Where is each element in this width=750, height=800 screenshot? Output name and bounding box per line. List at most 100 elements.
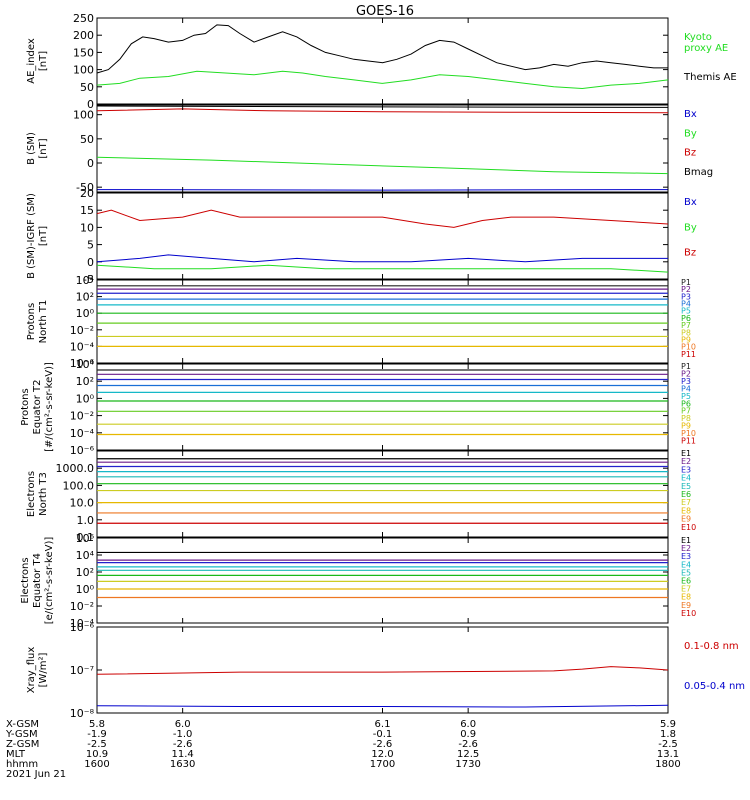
panel8-ylabel: [W/m²] [38,652,49,687]
panel7-channel-label-8: E9 [681,601,691,610]
panel8-ylabel: Xray_flux [26,647,37,694]
panel4-channel-label-8: P9 [681,335,691,344]
panel8-frame [96,626,669,714]
xaxis-value: 13.1 [657,749,679,760]
panel7-ytick-label: 10⁴ [76,549,95,562]
panel2-frame [96,104,669,193]
panel4-ytick-label: 10² [76,291,94,304]
panel5-ytick-label: 10⁰ [76,392,95,405]
panel5-channel-label-9: P10 [681,429,696,438]
panel8-ytick-label: 10⁻⁸ [70,707,95,720]
panel4-channel-label-1: P2 [681,285,691,294]
panel1-ylabel: [nT] [38,51,49,71]
panel6-ylabel: North T3 [38,472,49,516]
panel6-ytick-label: 100.0 [63,479,95,492]
xaxis-value: 1600 [84,759,109,770]
panel6-channel-label-1: E2 [681,457,691,466]
panel7-channel-label-5: E6 [681,577,691,586]
xaxis-value: -2.6 [373,739,393,750]
panel8-ytick-label: 10⁻⁷ [70,664,94,677]
panel3-frame [96,192,669,280]
panel4-channel-label-3: P4 [681,300,691,309]
panel5-channel-label-5: P6 [681,399,691,408]
panel4-channel-label-0: P1 [681,278,691,287]
panel2-legend-1: By [684,128,697,139]
panel6-channel-label-9: E10 [681,523,696,532]
xaxis-value: 12.5 [457,749,479,760]
panel3-series-1 [96,264,669,273]
panel4-channel-label-9: P10 [681,343,696,352]
panel1-ylabel: AE_index [26,38,37,84]
panel4-ytick-label: 10⁰ [76,307,95,320]
panel6-channel-label-4: E5 [681,482,691,491]
panel2-ytick-label: -50 [76,181,94,194]
panel6-ytick-label: 1000.0 [56,462,95,475]
panel5-ytick-label: 10⁻⁴ [70,427,95,440]
panel3-ylabel: B (SM)-IGRF (SM) [26,193,37,279]
xaxis-row-label: Z-GSM [6,739,39,750]
xaxis-row-label: X-GSM [6,719,39,730]
panel7-channel-label-6: E7 [681,585,691,594]
panel5-ytick-label: 10⁴ [76,358,95,371]
panel6-channel-label-6: E7 [681,498,691,507]
xaxis-value: -2.5 [658,739,678,750]
xaxis-value: 1730 [455,759,480,770]
panel4-ytick-label: 10⁴ [76,274,95,287]
panel6-channel-label-5: E6 [681,490,691,499]
panel6-channel-label-3: E4 [681,474,691,483]
panel4-ylabel: Protons [26,303,37,340]
xaxis-value: -2.6 [458,739,478,750]
panel4-ylabel: North T1 [38,300,49,344]
panel7-ytick-label: 10⁶ [76,532,95,545]
panel5-channel-label-1: P2 [681,369,691,378]
panel8-series-0 [96,666,669,675]
xaxis-row-label: MLT [6,749,26,760]
panel7-ylabel: [e/(cm²-s-sr-keV)] [44,537,55,625]
panel5-channel-label-4: P5 [681,392,691,401]
panel1-series-0 [96,70,669,90]
panel8-series-1 [96,704,669,708]
panel5-ylabel: Equator T2 [32,380,43,435]
panel1-ytick-label: 50 [80,81,94,94]
panel4-ytick-label: 10⁻² [70,324,94,337]
panel8-ytick-label: 10⁻⁶ [70,621,95,634]
panel1-frame [96,17,669,105]
panel6-channel-label-8: E9 [681,515,691,524]
panel3-legend-2: Bz [684,248,696,259]
panel4-ytick-label: 10⁻⁶ [70,357,95,370]
panel5-ylabel: [#/(cm²-s-sr-keV)] [44,362,55,452]
panel1-ytick-label: 0 [87,98,94,111]
panel6-channel-label-7: E8 [681,506,691,515]
panel4-channel-label-6: P7 [681,321,691,330]
panel3-series-2 [96,209,669,228]
panel8-legend-1: 0.05-0.4 nm [684,681,745,692]
panel2-ytick-label: 50 [80,133,94,146]
panel1-legend-0: proxy AE [684,43,728,54]
xaxis-value: 1700 [370,759,395,770]
panel7-channel-label-1: E2 [681,544,691,553]
xaxis-value: 6.0 [460,719,476,730]
panel1-ytick-label: 100 [73,64,94,77]
panel7-channel-label-3: E4 [681,560,691,569]
panel2-ylabel: B (SM) [26,132,37,165]
panel7-channel-label-9: E10 [681,609,696,618]
panel5-channel-label-6: P7 [681,407,691,416]
panel7-channel-label-7: E8 [681,593,691,602]
panel1-ytick-label: 250 [73,12,94,25]
panel3-ytick-label: 20 [80,187,94,200]
panel7-frame [96,537,669,624]
panel3-legend-0: Bx [684,197,697,208]
panel3-ytick-label: 5 [87,239,94,252]
date-label: 2021 Jun 21 [6,769,66,780]
panel1-legend-0: Kyoto [684,32,712,43]
panel8-legend-0: 0.1-0.8 nm [684,641,739,652]
panel6-ylabel: Electrons [26,471,37,517]
panel1-legend-1: Themis AE [683,72,737,83]
xaxis-value: -2.6 [173,739,193,750]
panel4-channel-label-7: P8 [681,328,691,337]
xaxis-value: 1.8 [660,729,676,740]
panel2-legend-3: Bmag [684,167,713,178]
panel2-series-1 [96,156,669,175]
panel3-series-0 [96,254,668,263]
